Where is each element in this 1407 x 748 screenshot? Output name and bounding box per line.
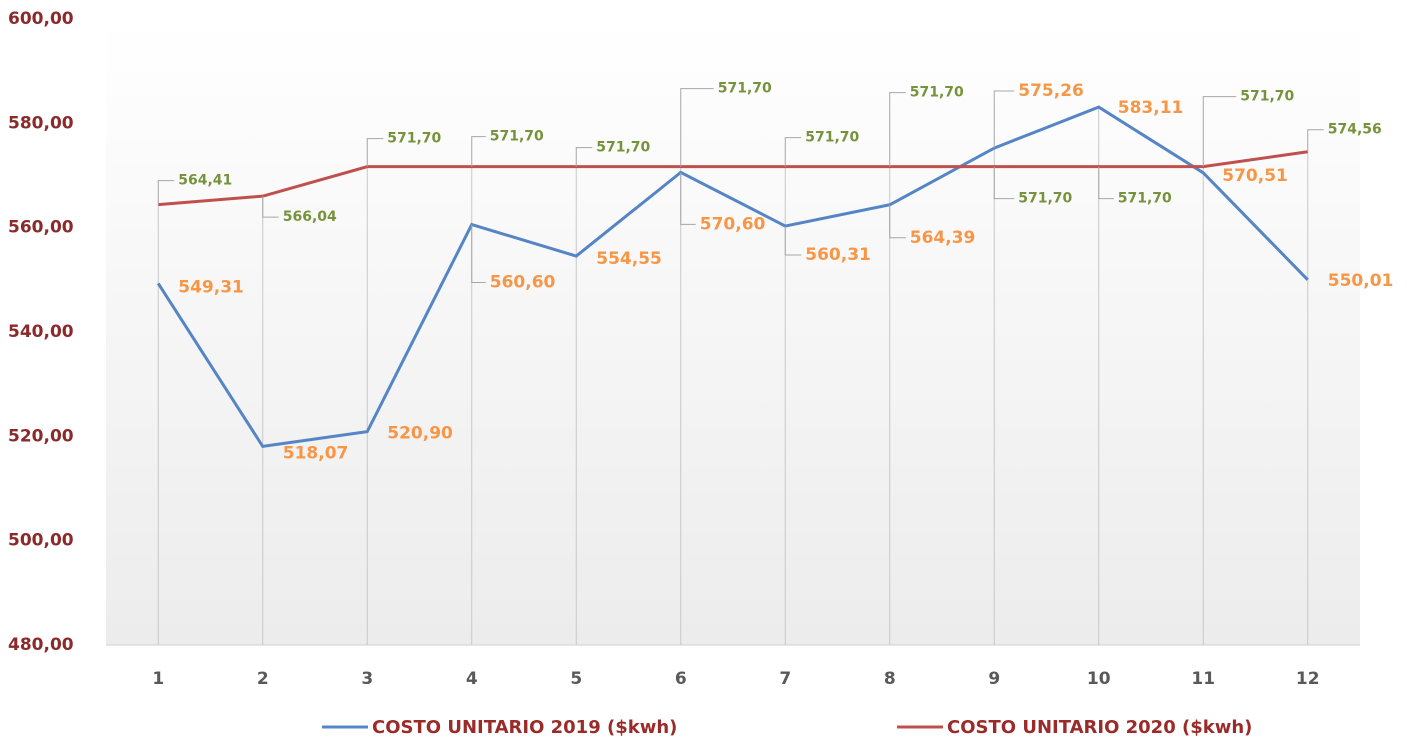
data-label: 574,56 — [1328, 122, 1382, 138]
data-label: 571,70 — [596, 140, 650, 156]
leader-line — [471, 136, 486, 167]
data-label: 520,90 — [387, 424, 453, 444]
x-tick-label: 9 — [988, 669, 1000, 689]
data-label: 550,01 — [1328, 271, 1394, 291]
y-tick-label: 540,00 — [8, 322, 74, 342]
data-label: 571,70 — [387, 131, 441, 147]
data-label: 570,60 — [700, 214, 766, 234]
x-tick-label: 11 — [1191, 669, 1215, 689]
data-label: 560,60 — [490, 273, 556, 293]
leader-line — [1202, 96, 1237, 167]
legend-label: COSTO UNITARIO 2020 ($kwh) — [947, 717, 1252, 738]
data-label: 571,70 — [1118, 191, 1172, 207]
leader-line — [680, 172, 696, 225]
y-tick-label: 560,00 — [8, 218, 74, 238]
x-tick-label: 4 — [466, 669, 478, 689]
leader-line — [1307, 129, 1324, 152]
leader-line — [889, 92, 906, 167]
data-label: 570,51 — [1222, 166, 1288, 186]
data-label: 571,70 — [805, 130, 859, 146]
y-tick-label: 500,00 — [8, 531, 74, 551]
y-tick-label: 600,00 — [8, 9, 74, 29]
leader-line — [575, 147, 593, 167]
leader-line — [1098, 166, 1114, 200]
data-label: 564,41 — [178, 173, 232, 189]
x-tick-label: 2 — [257, 669, 269, 689]
leader-line — [366, 138, 384, 167]
x-tick-label: 1 — [152, 669, 164, 689]
leader-line — [157, 180, 175, 205]
data-label: 583,11 — [1118, 98, 1184, 118]
leader-line — [784, 137, 802, 167]
x-tick-label: 8 — [884, 669, 896, 689]
data-label: 571,70 — [1018, 191, 1072, 207]
y-tick-label: 520,00 — [8, 426, 74, 446]
x-tick-label: 7 — [779, 669, 791, 689]
leader-line — [784, 226, 802, 256]
x-tick-label: 3 — [361, 669, 373, 689]
legend-label: COSTO UNITARIO 2019 ($kwh) — [372, 717, 677, 738]
x-tick-label: 12 — [1296, 669, 1320, 689]
data-label: 518,07 — [283, 443, 349, 463]
data-label: 566,04 — [283, 209, 337, 225]
leader-line — [262, 196, 279, 218]
data-label: 571,70 — [490, 129, 544, 145]
data-label: 554,55 — [596, 249, 662, 269]
data-label: 560,31 — [805, 245, 871, 265]
plot-background — [106, 19, 1360, 645]
series-line — [156, 105, 1309, 449]
data-label: 549,31 — [178, 277, 244, 297]
x-tick-label: 10 — [1087, 669, 1111, 689]
data-label: 575,26 — [1018, 81, 1084, 101]
leader-line — [471, 224, 486, 284]
y-tick-label: 580,00 — [8, 113, 74, 133]
data-label: 571,70 — [718, 81, 772, 97]
leader-line — [993, 90, 1015, 149]
data-label: 571,70 — [1240, 89, 1294, 105]
y-tick-label: 480,00 — [8, 635, 74, 655]
leader-line — [889, 204, 906, 239]
data-label: 564,39 — [910, 228, 976, 248]
x-tick-label: 5 — [570, 669, 582, 689]
series-line — [158, 150, 1308, 207]
leader-line — [993, 166, 1015, 200]
data-label: 571,70 — [910, 85, 964, 101]
x-tick-label: 6 — [675, 669, 687, 689]
leader-line — [680, 88, 714, 167]
